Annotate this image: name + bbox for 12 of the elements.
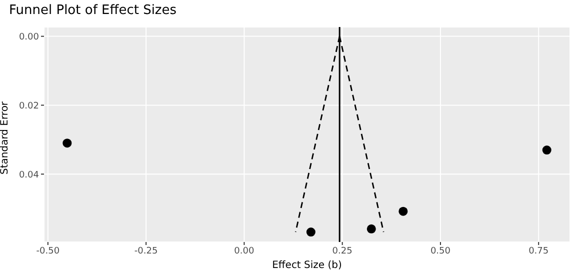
- x-tick-label: 0.25: [332, 246, 352, 256]
- x-tick-label: 0.00: [234, 246, 254, 256]
- y-axis-title: Standard Error: [0, 100, 11, 174]
- x-tick-label: 0.50: [430, 246, 451, 256]
- x-tick-label: 0.75: [528, 246, 549, 256]
- chart-title: Funnel Plot of Effect Sizes: [9, 3, 177, 18]
- x-tick-label: -0.50: [36, 246, 60, 256]
- y-tick-label: 0.04: [18, 170, 40, 180]
- x-axis-title: Effect Size (b): [272, 260, 342, 271]
- y-tick-label: 0.02: [18, 101, 39, 112]
- y-tick-label: 0.00: [18, 32, 40, 42]
- x-tick-label: -0.25: [134, 246, 158, 256]
